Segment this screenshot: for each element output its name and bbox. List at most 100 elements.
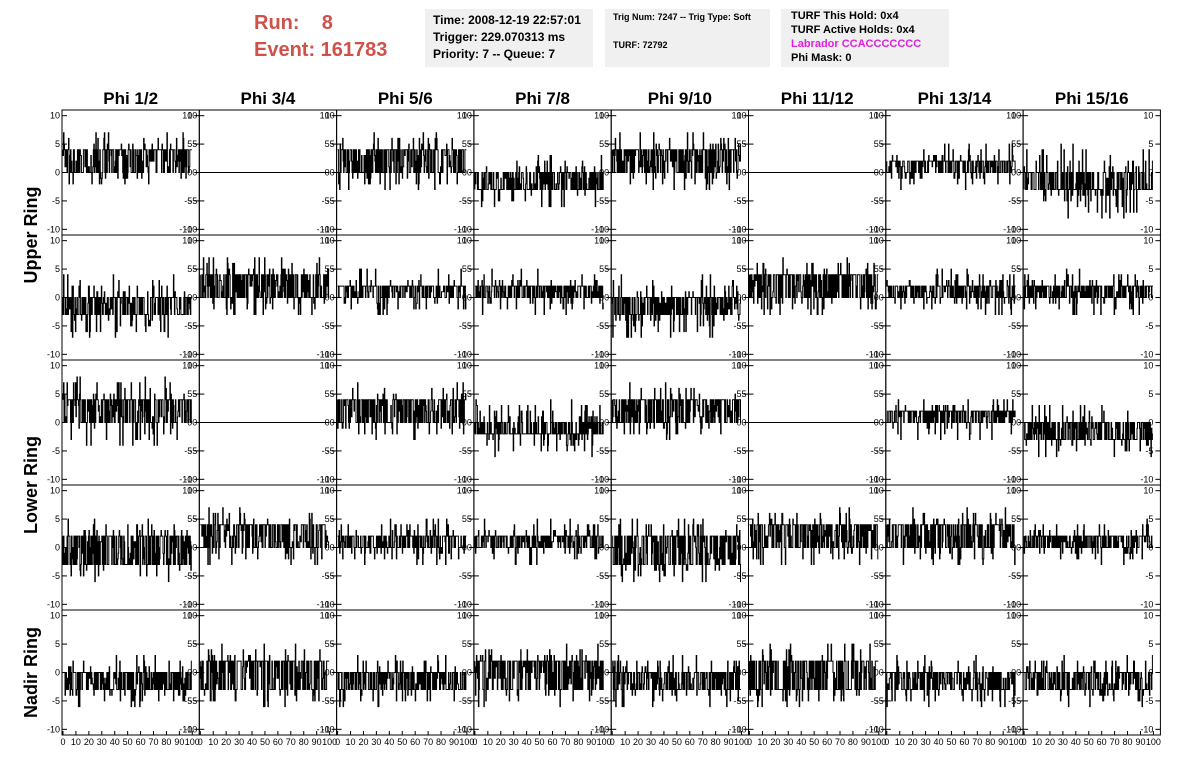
x-tick-label: 20 — [221, 737, 231, 747]
y-tick-label-right: 10 — [320, 361, 330, 371]
panel-r3-c2: 10 105 50 0-5 -5-10 -10 — [184, 359, 338, 486]
y-tick-label-right: -10 — [728, 224, 741, 234]
y-tick-label-left: -10 — [47, 724, 60, 734]
y-tick-label-right: -10 — [866, 474, 879, 484]
time-text: Time: 2008-12-19 22:57:01 — [433, 13, 581, 27]
x-tick-label: 90 — [724, 737, 734, 747]
y-tick-label-right: -5 — [596, 696, 604, 706]
y-tick-label-left: -10 — [733, 224, 746, 234]
y-tick-label-right: -5 — [459, 196, 467, 206]
y-tick-label-right: 5 — [1011, 264, 1016, 274]
waveform-trace — [62, 274, 192, 338]
y-tick-label-right: 5 — [187, 639, 192, 649]
x-tick-label: 50 — [1084, 737, 1094, 747]
y-tick-label-right: 5 — [736, 264, 741, 274]
y-tick-label-left: 0 — [879, 668, 884, 678]
x-tick-label: 70 — [972, 737, 982, 747]
y-tick-label-right: 10 — [1143, 111, 1153, 121]
y-tick-label-right: 10 — [869, 111, 879, 121]
y-tick-label-left: 5 — [192, 264, 197, 274]
y-tick-label-left: -5 — [876, 196, 884, 206]
y-tick-label-left: 0 — [330, 168, 335, 178]
panel-r5-c5: 10 105 50 0-5 -5-10 -100 10 20 30 40 50 60 70 80 90 100 — [596, 609, 749, 747]
y-tick-label-left: -10 — [459, 474, 472, 484]
x-tick-label: 40 — [247, 737, 257, 747]
y-tick-label-right: 10 — [457, 361, 467, 371]
x-tick-label: 80 — [985, 737, 995, 747]
labrador-text: Labrador CCACCCCCCC — [791, 38, 922, 50]
y-tick-label-right: 5 — [325, 139, 330, 149]
waveform-trace — [612, 518, 741, 583]
y-tick-label-left: 5 — [604, 639, 609, 649]
waveform-trace — [611, 382, 741, 440]
waveform-trace — [62, 376, 192, 446]
y-tick-label-left: -5 — [52, 696, 60, 706]
y-tick-label-right: -5 — [459, 571, 467, 581]
y-tick-label-left: 10 — [736, 486, 746, 496]
y-tick-label-left: -10 — [871, 599, 884, 609]
y-tick-label-left: 5 — [741, 139, 746, 149]
y-tick-label-left: 10 — [50, 236, 60, 246]
y-tick-label-right: 5 — [1148, 139, 1153, 149]
y-tick-label-left: 5 — [55, 139, 60, 149]
y-tick-label-left: -5 — [327, 321, 335, 331]
y-tick-label-left: 5 — [741, 389, 746, 399]
waveform-trace — [1024, 655, 1153, 708]
x-tick-label: 100 — [734, 737, 749, 747]
y-tick-label-left: -10 — [184, 349, 197, 359]
y-tick-label-right: 5 — [462, 139, 467, 149]
x-tick-label: 60 — [822, 737, 832, 747]
ring-label-3: Nadir Ring — [21, 627, 41, 718]
y-tick-label-left: 10 — [50, 361, 60, 371]
y-tick-label-left: -10 — [322, 724, 335, 734]
y-tick-label-left: 10 — [325, 611, 335, 621]
y-tick-label-right: -10 — [728, 724, 741, 734]
y-tick-label-right: -10 — [317, 224, 330, 234]
panel-r1-c7: 10 105 50 0-5 -5-10 -10 — [871, 109, 1024, 236]
waveform-trace — [62, 132, 192, 185]
y-tick-label-right: 0 — [1148, 293, 1153, 303]
y-tick-label-right: -10 — [179, 474, 192, 484]
phi-label-5: Phi 9/10 — [648, 89, 712, 108]
y-tick-label-right: 5 — [736, 639, 741, 649]
y-tick-label-left: 10 — [462, 111, 472, 121]
y-tick-label-right: -10 — [454, 224, 467, 234]
x-tick-label: 20 — [633, 737, 643, 747]
y-tick-label-left: 10 — [462, 361, 472, 371]
y-tick-label-right: -5 — [322, 446, 330, 456]
x-tick-label: 80 — [161, 737, 171, 747]
y-tick-label-right: 10 — [182, 236, 192, 246]
y-tick-label-left: 5 — [55, 639, 60, 649]
y-tick-label-right: 10 — [320, 611, 330, 621]
y-tick-label-right: 10 — [594, 236, 604, 246]
y-tick-label-left: -5 — [327, 696, 335, 706]
y-tick-label-right: -5 — [1145, 196, 1153, 206]
y-tick-label-right: 5 — [874, 264, 879, 274]
y-tick-label-left: 5 — [604, 514, 609, 524]
y-tick-label-right: 10 — [457, 611, 467, 621]
y-tick-label-left: 5 — [879, 639, 884, 649]
y-tick-label-left: -10 — [733, 474, 746, 484]
waveform-trace — [886, 507, 1016, 565]
y-tick-label-left: 0 — [1016, 168, 1021, 178]
waveform-trace — [886, 399, 1016, 440]
y-tick-label-right: 5 — [1148, 389, 1153, 399]
y-tick-label-right: 10 — [457, 486, 467, 496]
panel-r3-c5: 10 105 50 0-5 -5-10 -10 — [596, 359, 750, 486]
y-tick-label-left: 10 — [462, 236, 472, 246]
y-tick-label-right: -10 — [1003, 474, 1016, 484]
y-tick-label-right: -10 — [1140, 724, 1153, 734]
y-tick-label-left: 0 — [330, 418, 335, 428]
y-tick-label-left: 0 — [467, 293, 472, 303]
waveform-trace — [337, 655, 467, 708]
y-tick-label-right: 10 — [869, 611, 879, 621]
x-tick-label: 0 — [335, 737, 340, 747]
x-tick-label: 10 — [757, 737, 767, 747]
y-tick-label-right: 10 — [320, 486, 330, 496]
panel-r2-c6: 10 105 50 0-5 -5-10 -10 — [733, 234, 887, 361]
y-tick-label-right: -10 — [591, 724, 604, 734]
panel-r1-c4: 10 105 50 0-5 -5-10 -10 — [459, 109, 612, 236]
y-tick-label-left: 10 — [187, 361, 197, 371]
y-tick-label-left: 5 — [192, 639, 197, 649]
y-tick-label-left: 5 — [467, 514, 472, 524]
